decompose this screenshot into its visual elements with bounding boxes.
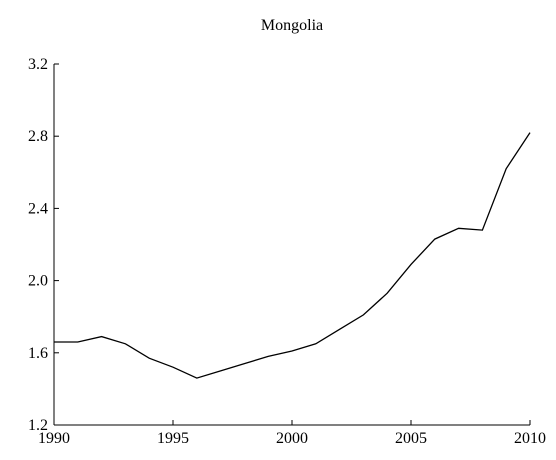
x-tick-label: 2010 [514,430,546,447]
y-tick-label: 3.2 [28,56,48,73]
y-tick-label: 2.8 [28,128,48,145]
chart-title: Mongolia [261,17,323,34]
y-tick-label: 2.0 [28,273,48,290]
x-tick-label: 2005 [395,430,427,447]
y-tick-label: 1.2 [28,417,48,434]
data-line [54,132,531,379]
x-tick-label: 1995 [157,430,189,447]
x-tick-label: 1990 [38,430,70,447]
y-tick-label: 1.6 [28,345,48,362]
y-tick-label: 2.4 [28,200,48,217]
x-tick-label: 2000 [276,430,308,447]
